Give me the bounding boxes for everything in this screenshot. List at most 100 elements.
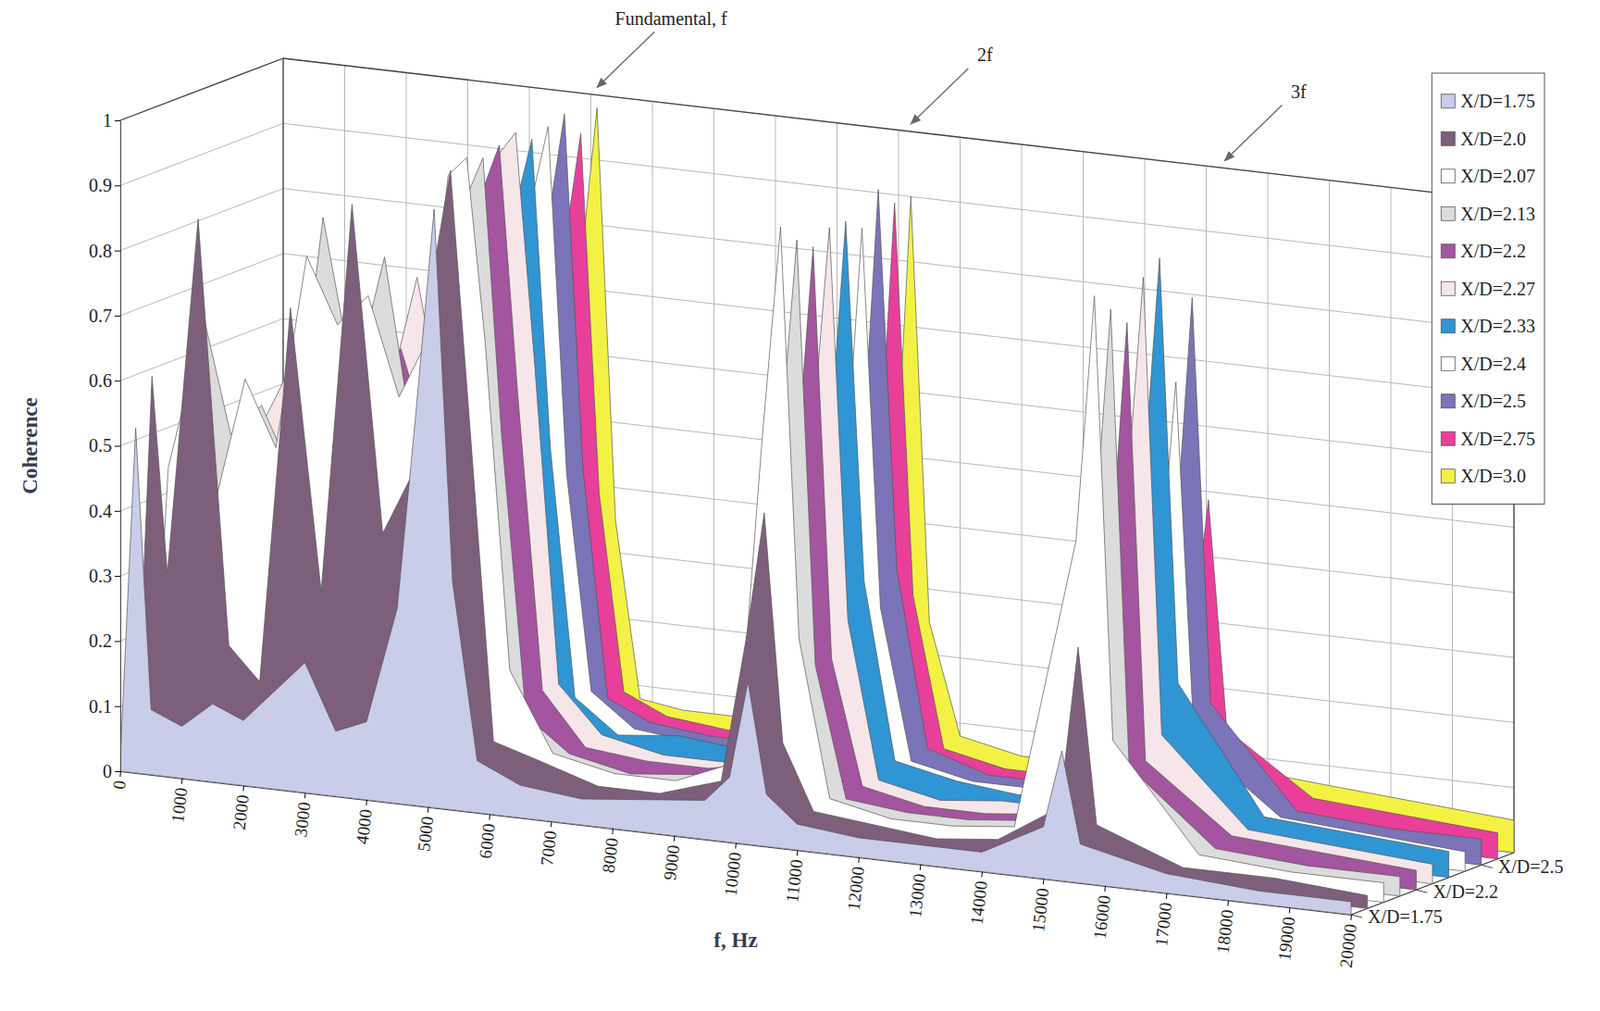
x-tick-label: 13000	[905, 872, 930, 919]
z-tick-mark	[1415, 889, 1427, 893]
x-tick-mark	[181, 778, 184, 784]
z-tick-mark	[1351, 914, 1363, 918]
x-tick-label: 9000	[659, 843, 683, 881]
y-tick-mark	[114, 706, 121, 707]
y-tick-label: 0.2	[88, 630, 112, 651]
x-tick-label: 16000	[1090, 893, 1115, 941]
x-tick-mark	[1289, 906, 1291, 913]
y-axis: 00.10.20.30.40.50.60.70.80.91	[88, 110, 122, 782]
x-tick: 3000	[290, 791, 315, 838]
y-axis-line	[120, 121, 122, 772]
legend: X/D=1.75X/D=2.0X/D=2.07X/D=2.13X/D=2.2X/…	[1431, 73, 1545, 505]
annotation: 3f	[1290, 81, 1307, 102]
legend-label: X/D=2.75	[1460, 428, 1536, 449]
x-tick-mark	[304, 792, 307, 798]
legend-swatch	[1440, 469, 1455, 484]
x-tick-mark	[980, 871, 983, 878]
legend-label: X/D=2.33	[1460, 315, 1536, 336]
x-tick-label: 3000	[290, 800, 314, 838]
x-tick: 4000	[352, 798, 377, 845]
x-tick-mark	[550, 820, 553, 827]
x-axis-line	[120, 771, 1352, 916]
series-ribbon	[120, 209, 1352, 915]
y-tick-mark	[114, 185, 121, 187]
y-tick: 0.1	[88, 695, 121, 717]
annotation-arrow	[596, 32, 655, 88]
x-tick: 0	[109, 769, 131, 791]
y-tick: 0.9	[88, 174, 121, 196]
x-tick: 1000	[167, 777, 192, 824]
x-tick: 5000	[413, 806, 438, 853]
legend-label: X/D=2.5	[1460, 390, 1526, 411]
x-tick-mark	[488, 814, 491, 820]
legend-label: X/D=2.27	[1460, 278, 1536, 299]
annotations: Fundamental, f2f3f	[596, 8, 1307, 162]
y-tick-mark	[114, 575, 121, 577]
x-tick-label: 19000	[1274, 915, 1299, 962]
annotation: Fundamental, f	[615, 8, 728, 29]
legend-swatch	[1440, 431, 1455, 446]
grid-line	[120, 123, 284, 186]
x-tick-mark	[365, 799, 368, 806]
grid	[120, 58, 1514, 915]
x-tick: 19000	[1274, 905, 1301, 962]
y-tick: 0.8	[88, 240, 121, 261]
x-tick: 14000	[967, 869, 993, 926]
legend-label: X/D=2.2	[1460, 240, 1526, 261]
y-tick-label: 0.4	[88, 500, 112, 521]
annotation-arrow	[1224, 105, 1282, 162]
y-tick-mark	[114, 315, 121, 317]
x-tick-label: 15000	[1028, 886, 1053, 933]
y-tick-label: 0.7	[88, 305, 112, 326]
x-tick: 17000	[1151, 892, 1178, 948]
z-tick-label: X/D=2.5	[1498, 855, 1564, 877]
x-tick-mark	[242, 785, 245, 792]
y-tick: 0.2	[88, 630, 121, 651]
z-tick-mark	[1481, 864, 1493, 868]
x-tick-label: 12000	[843, 865, 869, 912]
legend-swatch	[1440, 169, 1455, 184]
legend-label: X/D=2.0	[1460, 128, 1526, 149]
legend-label: X/D=1.75	[1460, 90, 1536, 112]
y-axis-title: Coherence	[18, 396, 42, 494]
x-tick-mark	[1350, 914, 1352, 920]
x-tick-mark	[1227, 900, 1229, 906]
x-tick-label: 14000	[967, 879, 992, 926]
x-tick-mark	[119, 770, 122, 777]
grid-line	[120, 188, 284, 251]
y-tick: 0.7	[88, 305, 121, 326]
x-tick: 8000	[598, 827, 623, 874]
y-tick-mark	[114, 446, 121, 447]
x-tick-label: 4000	[352, 807, 376, 845]
x-tick-label: 18000	[1213, 907, 1238, 955]
x-tick-mark	[1103, 885, 1106, 892]
y-tick-mark	[114, 640, 121, 642]
legend-swatch	[1440, 206, 1455, 221]
x-tick-mark	[1042, 878, 1045, 884]
legend-label: X/D=3.0	[1460, 465, 1526, 486]
x-tick-label: 1000	[167, 786, 191, 824]
x-tick-mark	[734, 843, 737, 849]
x-tick-mark	[919, 864, 922, 870]
z-axis: X/D=1.75X/D=2.2X/D=2.5	[1351, 855, 1564, 927]
y-tick: 1	[102, 110, 121, 131]
x-tick-label: 7000	[536, 829, 560, 867]
x-tick-label: 20000	[1336, 922, 1361, 969]
legend-box	[1431, 73, 1545, 505]
x-tick: 10000	[720, 841, 747, 897]
y-tick-label: 0.5	[88, 434, 112, 456]
chart: 00.10.20.30.40.50.60.70.80.9101000200030…	[0, 0, 1600, 1011]
x-tick-mark	[1165, 893, 1168, 899]
legend-swatch	[1440, 244, 1455, 259]
y-tick-label: 1	[102, 110, 112, 131]
legend-label: X/D=2.13	[1460, 203, 1536, 224]
x-tick-label: 8000	[598, 836, 622, 874]
y-tick: 0.6	[88, 370, 121, 391]
x-tick: 9000	[659, 834, 684, 881]
legend-swatch	[1440, 394, 1455, 409]
plot-area	[120, 108, 1514, 915]
legend-swatch	[1440, 94, 1455, 109]
y-tick: 0.3	[88, 565, 121, 586]
x-tick: 15000	[1028, 877, 1055, 933]
frame	[120, 58, 1514, 915]
